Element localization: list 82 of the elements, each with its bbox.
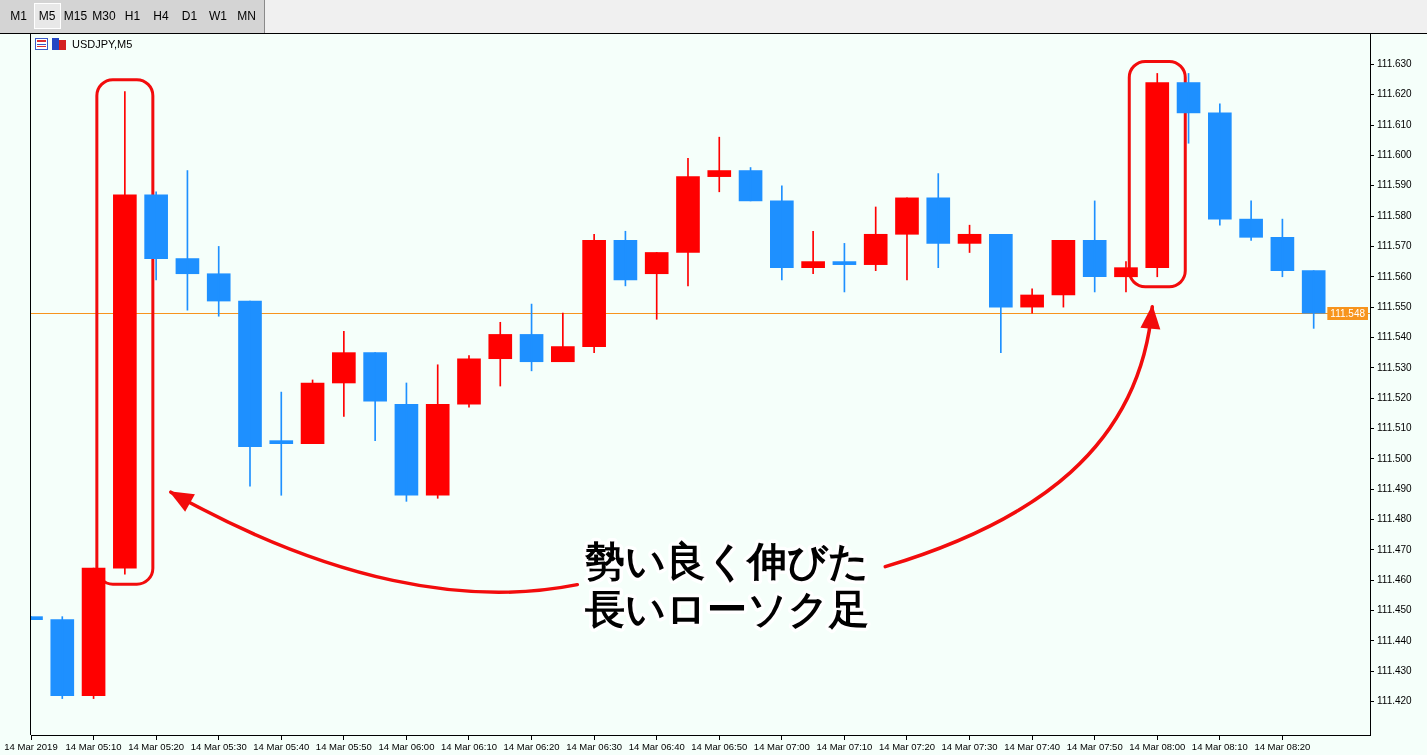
period-label: M30 [92, 9, 116, 23]
y-tick-label: 111.620 [1377, 88, 1413, 100]
candlestick [1145, 73, 1170, 278]
candlestick [457, 355, 481, 408]
candlestick [863, 206, 888, 272]
chart-title: USDJPY,M5 [72, 37, 133, 51]
y-tick-label: 111.560 [1377, 270, 1413, 282]
x-tick-label: 14 Mar 08:10 [1191, 741, 1248, 753]
y-tick-label: 111.490 [1377, 482, 1413, 494]
x-tick-label: 14 Mar 07:50 [1066, 741, 1123, 753]
y-tick-label: 111.480 [1377, 513, 1413, 525]
candlestick [1239, 200, 1263, 241]
y-tick-label: 111.550 [1377, 300, 1413, 312]
x-tick-label: 14 Mar 06:00 [378, 741, 435, 753]
x-tick-label: 14 Mar 06:30 [566, 741, 623, 753]
x-tick-label: 14 Mar 06:50 [691, 741, 748, 753]
candlestick [1082, 200, 1107, 293]
x-tick-label: 14 Mar 08:20 [1254, 741, 1311, 753]
candlestick [269, 391, 294, 496]
period-label: MN [237, 9, 256, 23]
y-tick-label: 111.570 [1377, 240, 1413, 252]
y-tick-label: 111.510 [1377, 422, 1413, 434]
y-tick-label: 111.440 [1377, 634, 1413, 646]
y-tick-label: 111.610 [1377, 118, 1413, 130]
x-tick-label: 14 Mar 05:20 [128, 741, 185, 753]
candlestick [1114, 261, 1138, 293]
y-tick-label: 111.470 [1377, 543, 1413, 555]
candlestick [238, 300, 262, 487]
y-tick-label: 111.630 [1377, 58, 1413, 70]
candlestick [1301, 270, 1326, 329]
x-tick-label: 14 Mar 07:00 [753, 741, 810, 753]
candlestick [332, 331, 356, 417]
x-tick-label: 14 Mar 06:10 [441, 741, 497, 753]
candlestick [707, 136, 732, 193]
x-tick-label: 14 Mar 05:40 [253, 741, 310, 753]
y-tick-label: 111.460 [1377, 573, 1413, 585]
period-label: H1 [124, 9, 141, 23]
y-tick-label: 111.500 [1377, 452, 1413, 464]
y-tick-label: 111.580 [1377, 209, 1413, 221]
candlestick [801, 230, 825, 275]
candlestick [676, 158, 700, 287]
x-tick-label: 14 Mar 2019 [4, 741, 58, 753]
y-tick-label: 111.590 [1377, 179, 1413, 191]
period-label: W1 [209, 9, 227, 23]
candlestick [425, 364, 450, 499]
x-tick-label: 14 Mar 05:30 [190, 741, 247, 753]
x-tick-label: 14 Mar 08:00 [1129, 741, 1186, 753]
x-tick-label: 14 Mar 07:10 [816, 741, 873, 753]
y-tick-label: 111.600 [1377, 149, 1413, 161]
x-tick-label: 14 Mar 05:50 [315, 741, 372, 753]
y-tick-label: 111.530 [1377, 361, 1413, 373]
period-label: M1 [10, 9, 27, 23]
candlestick [488, 321, 513, 387]
y-tick-label: 111.420 [1377, 695, 1413, 707]
candlestick [582, 233, 606, 353]
period-label: M15 [63, 9, 88, 23]
period-label: M5 [38, 9, 56, 23]
ref-line-label: 111.548 [1330, 307, 1366, 319]
x-tick-label: 14 Mar 05:10 [65, 741, 122, 753]
y-tick-label: 111.430 [1377, 665, 1413, 677]
y-tick-label: 111.520 [1377, 391, 1413, 403]
period-label: H4 [153, 9, 169, 23]
candlestick [206, 246, 231, 317]
candlestick [363, 352, 387, 441]
annotation: 勢い良く伸びた長いローソク足 [584, 538, 870, 633]
x-tick-label: 14 Mar 06:20 [503, 741, 560, 753]
candlestick [1208, 103, 1232, 226]
y-tick-label: 111.450 [1377, 604, 1413, 616]
candlestick [926, 173, 951, 268]
candlestick [770, 185, 794, 281]
x-tick-label: 14 Mar 07:40 [1004, 741, 1061, 753]
candlestick [644, 252, 669, 320]
candlestick [551, 312, 575, 363]
candlestick [144, 191, 168, 281]
x-tick-label: 14 Mar 06:40 [628, 741, 685, 753]
candlestick [895, 197, 919, 281]
x-tick-label: 14 Mar 07:30 [941, 741, 998, 753]
period-label: D1 [181, 9, 198, 23]
x-tick-label: 14 Mar 07:20 [878, 741, 935, 753]
candlestick [113, 91, 137, 575]
candlestick [50, 616, 75, 699]
y-tick-label: 111.540 [1377, 331, 1413, 343]
